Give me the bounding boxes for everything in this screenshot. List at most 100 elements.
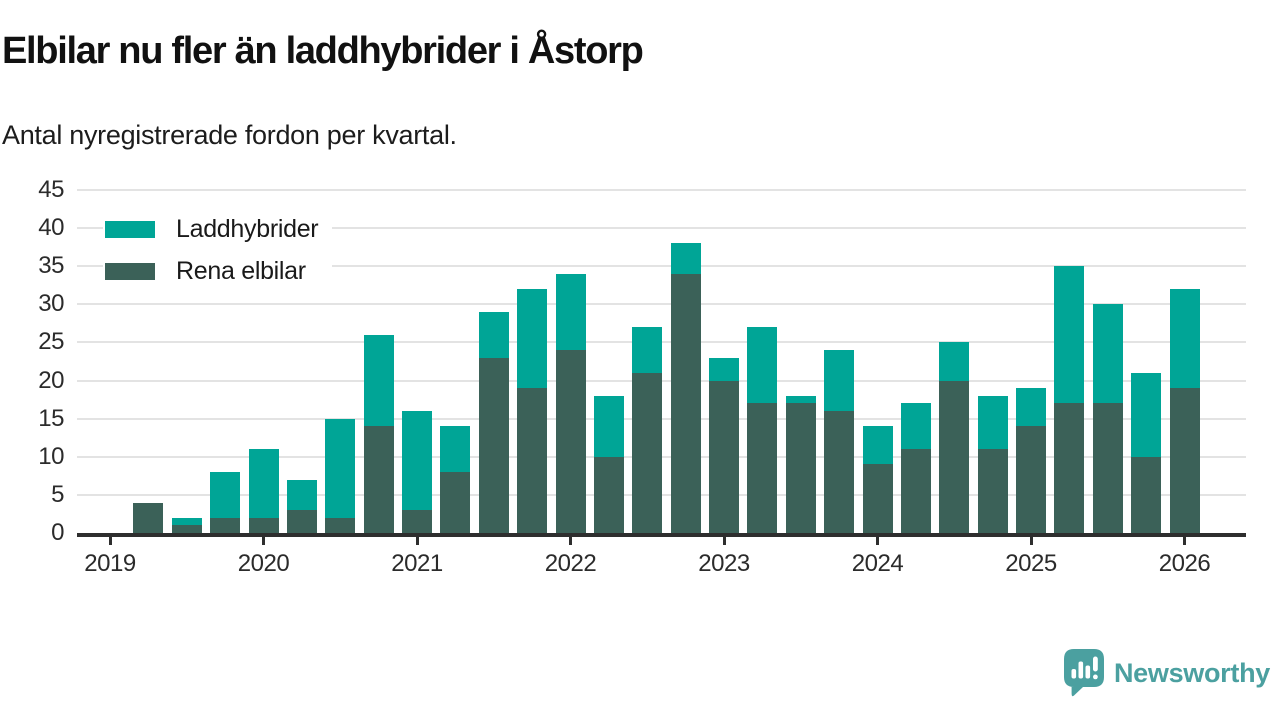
legend: Laddhybrider Rena elbilar xyxy=(103,212,333,296)
bar-segment-laddhybrider xyxy=(325,418,356,518)
bar-segment-laddhybrider xyxy=(440,426,471,472)
y-axis-label: 20 xyxy=(38,366,64,394)
rena-elbilar-swatch xyxy=(105,263,155,280)
bar-segment-rena-elbilar xyxy=(286,510,317,533)
x-axis-tick xyxy=(1183,537,1186,545)
legend-item-laddhybrider: Laddhybrider xyxy=(103,212,333,247)
bar-segment-laddhybrider xyxy=(632,327,663,373)
bar-segment-rena-elbilar xyxy=(440,472,471,533)
bar-segment-rena-elbilar xyxy=(133,502,164,533)
bar-segment-laddhybrider xyxy=(210,472,241,518)
bar-segment-laddhybrider xyxy=(939,342,970,381)
bar-segment-laddhybrider xyxy=(248,449,279,518)
bar-segment-laddhybrider xyxy=(1131,372,1162,457)
bar-segment-laddhybrider xyxy=(1092,304,1123,404)
legend-label: Laddhybrider xyxy=(176,215,319,243)
bar-segment-laddhybrider xyxy=(900,403,931,450)
laddhybrider-swatch xyxy=(105,221,155,238)
bar-segment-rena-elbilar xyxy=(478,357,509,533)
y-axis-label: 10 xyxy=(38,442,64,470)
bar-segment-laddhybrider xyxy=(286,479,317,511)
bar-segment-rena-elbilar xyxy=(248,517,279,533)
bar-segment-rena-elbilar xyxy=(325,517,356,533)
y-axis-label: 40 xyxy=(38,214,64,242)
gridline xyxy=(77,227,1246,230)
y-axis-label: 15 xyxy=(38,404,64,432)
y-axis-label: 30 xyxy=(38,290,64,318)
bar-segment-rena-elbilar xyxy=(862,464,893,533)
bar-segment-laddhybrider xyxy=(747,327,778,404)
bar-segment-rena-elbilar xyxy=(824,411,855,533)
bar-segment-rena-elbilar xyxy=(1054,403,1085,533)
x-axis-label: 2019 xyxy=(84,550,136,577)
bar-segment-rena-elbilar xyxy=(900,449,931,533)
bar-segment-laddhybrider xyxy=(977,395,1008,450)
bar-segment-rena-elbilar xyxy=(171,525,202,533)
x-axis-tick xyxy=(569,537,572,545)
bar-segment-rena-elbilar xyxy=(1131,456,1162,533)
bar-segment-laddhybrider xyxy=(1169,289,1200,389)
bar-segment-rena-elbilar xyxy=(939,380,970,533)
bar-segment-rena-elbilar xyxy=(593,456,624,533)
bar-segment-laddhybrider xyxy=(402,411,432,511)
x-axis-label: 2022 xyxy=(544,550,597,577)
bar-segment-rena-elbilar xyxy=(1092,403,1123,533)
x-axis-tick xyxy=(415,537,419,545)
x-axis-label: 2025 xyxy=(1005,550,1057,577)
brand-name: Newsworthy xyxy=(1113,657,1270,688)
x-axis-label: 2023 xyxy=(698,550,750,577)
bar-segment-laddhybrider xyxy=(555,273,586,351)
legend-item-rena-elbilar: Rena elbilar xyxy=(103,254,333,289)
chart-title: Elbilar nu fler än laddhybrider i Åstorp xyxy=(2,30,644,72)
bar-segment-rena-elbilar xyxy=(210,517,241,533)
bar-segment-laddhybrider xyxy=(478,311,509,358)
newsworthy-logo: Newsworthy xyxy=(1063,648,1270,698)
bar-segment-laddhybrider xyxy=(363,334,394,427)
bar-segment-rena-elbilar xyxy=(402,510,432,533)
gridline xyxy=(77,303,1246,306)
speech-bubble-bar-chart-icon xyxy=(1063,649,1104,697)
legend-label: Rena elbilar xyxy=(176,257,306,285)
bar-segment-laddhybrider xyxy=(1016,388,1046,427)
gridline xyxy=(77,265,1246,268)
bar-segment-rena-elbilar xyxy=(785,403,816,533)
x-axis-tick xyxy=(108,537,112,545)
bar-segment-laddhybrider xyxy=(171,517,202,526)
bar-segment-rena-elbilar xyxy=(632,372,663,533)
y-axis-label: 5 xyxy=(51,480,64,508)
chart-subtitle: Antal nyregistrerade fordon per kvartal. xyxy=(2,120,457,150)
y-axis-label: 0 xyxy=(51,519,64,546)
x-axis-tick xyxy=(722,537,726,545)
y-axis-label: 35 xyxy=(38,252,64,280)
y-axis-label: 25 xyxy=(38,328,64,356)
x-axis-tick xyxy=(1029,537,1033,545)
bar-segment-rena-elbilar xyxy=(747,403,778,533)
bar-segment-laddhybrider xyxy=(824,350,855,412)
bar-segment-rena-elbilar xyxy=(555,350,586,533)
bar-segment-laddhybrider xyxy=(1054,266,1085,404)
x-axis-line xyxy=(77,533,1246,537)
bar-segment-rena-elbilar xyxy=(670,273,701,533)
bar-segment-laddhybrider xyxy=(593,395,624,457)
y-axis-label: 45 xyxy=(38,176,64,203)
x-axis-label: 2024 xyxy=(851,550,904,577)
gridline xyxy=(77,189,1246,191)
bar-segment-laddhybrider xyxy=(670,243,701,274)
bar-segment-rena-elbilar xyxy=(977,449,1008,533)
bar-segment-rena-elbilar xyxy=(709,380,739,533)
bar-segment-laddhybrider xyxy=(862,426,893,465)
bar-segment-rena-elbilar xyxy=(517,388,548,533)
bar-segment-laddhybrider xyxy=(785,395,816,404)
x-axis-tick xyxy=(262,537,265,545)
x-axis-label: 2026 xyxy=(1158,550,1211,577)
bar-segment-laddhybrider xyxy=(517,289,548,389)
bar-segment-rena-elbilar xyxy=(1016,426,1046,533)
x-axis-label: 2020 xyxy=(237,550,290,577)
bar-segment-rena-elbilar xyxy=(1169,388,1200,533)
bar-segment-rena-elbilar xyxy=(363,426,394,533)
x-axis-label: 2021 xyxy=(391,550,443,577)
bar-segment-laddhybrider xyxy=(709,357,739,381)
x-axis-tick xyxy=(876,537,879,545)
